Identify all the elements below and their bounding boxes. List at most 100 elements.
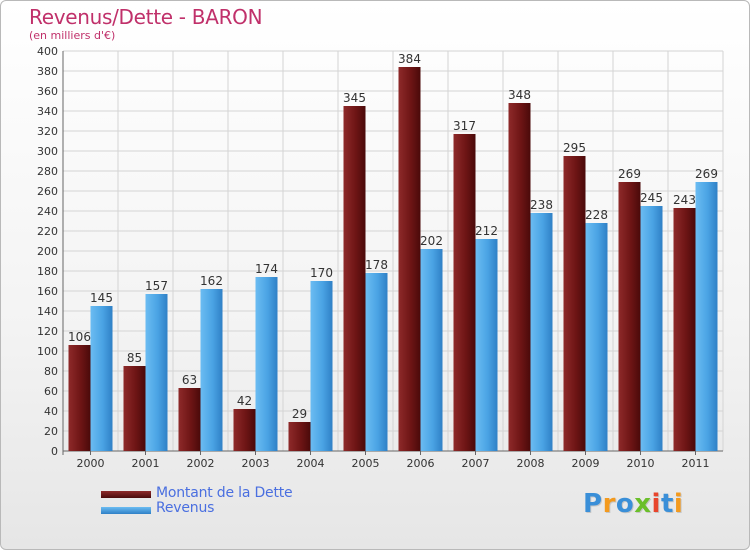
legend-label-revenus: Revenus [156, 500, 215, 516]
y-tick-label: 300 [37, 145, 58, 158]
data-label: 243 [673, 193, 696, 207]
y-tick-label: 40 [44, 405, 58, 418]
data-label: 269 [695, 167, 718, 181]
chart-subtitle: (en milliers d'€) [29, 29, 116, 42]
bar-revenus [640, 206, 663, 451]
y-tick-label: 100 [37, 345, 58, 358]
logo-letter: P [583, 489, 603, 519]
bar-dette [563, 156, 586, 451]
x-tick-label: 2006 [407, 457, 435, 470]
bar-revenus [585, 223, 608, 451]
y-tick-label: 60 [44, 385, 58, 398]
data-label: 269 [618, 167, 641, 181]
bar-revenus [475, 239, 498, 451]
data-label: 162 [200, 274, 223, 288]
x-tick-label: 2004 [297, 457, 325, 470]
legend-swatch-dette [101, 491, 151, 498]
data-label: 106 [68, 330, 91, 344]
data-label: 85 [127, 351, 142, 365]
bar-revenus [365, 273, 388, 451]
bar-revenus [90, 306, 113, 451]
y-tick-label: 140 [37, 305, 58, 318]
x-tick-label: 2005 [352, 457, 380, 470]
proxiti-logo: Proxiti [583, 489, 683, 519]
legend-swatch-revenus [101, 507, 151, 514]
data-label: 178 [365, 258, 388, 272]
data-label: 63 [182, 373, 197, 387]
bar-revenus [420, 249, 443, 451]
x-tick-label: 2009 [572, 457, 600, 470]
logo-letter: r [602, 489, 616, 519]
logo-letter: o [615, 489, 635, 519]
y-tick-label: 260 [37, 185, 58, 198]
data-label: 29 [292, 407, 307, 421]
y-tick-label: 20 [44, 425, 58, 438]
x-tick-label: 2002 [187, 457, 215, 470]
y-tick-label: 120 [37, 325, 58, 338]
bars [68, 67, 718, 451]
x-tick-label: 2011 [682, 457, 710, 470]
y-tick-label: 220 [37, 225, 58, 238]
logo-letter: i [651, 489, 661, 519]
bar-dette [508, 103, 531, 451]
bar-dette [453, 134, 476, 451]
bar-dette [398, 67, 421, 451]
data-label: 348 [508, 88, 531, 102]
logo-letter: x [634, 489, 652, 519]
bar-revenus [255, 277, 278, 451]
logo-letter: i [673, 489, 684, 519]
axes: 0 20 40 60 80 100 120 140 160 180 200 220 240 260 280 3… [37, 45, 723, 470]
data-label: 384 [398, 52, 421, 66]
bar-dette [123, 366, 146, 451]
bar-dette [178, 388, 201, 451]
data-label: 228 [585, 208, 608, 222]
y-tick-label: 380 [37, 65, 58, 78]
y-tick-label: 160 [37, 285, 58, 298]
bar-dette [343, 106, 366, 451]
legend-label-dette: Montant de la Dette [156, 485, 293, 501]
y-tick-label: 400 [37, 45, 58, 58]
data-label: 238 [530, 198, 553, 212]
x-tick-label: 2000 [77, 457, 105, 470]
data-label: 317 [453, 119, 476, 133]
y-tick-label: 340 [37, 105, 58, 118]
bar-revenus [530, 213, 553, 451]
bar-dette [673, 208, 696, 451]
y-tick-label: 280 [37, 165, 58, 178]
bar-revenus [310, 281, 333, 451]
bar-revenus [145, 294, 168, 451]
data-label: 245 [640, 191, 663, 205]
data-label: 202 [420, 234, 443, 248]
data-label: 295 [563, 141, 586, 155]
bar-dette [288, 422, 311, 451]
x-tick-label: 2001 [132, 457, 160, 470]
bar-dette [618, 182, 641, 451]
data-label: 145 [90, 291, 113, 305]
y-tick-label: 200 [37, 245, 58, 258]
data-label: 174 [255, 262, 278, 276]
x-tick-label: 2003 [242, 457, 270, 470]
data-label: 170 [310, 266, 333, 280]
y-tick-label: 360 [37, 85, 58, 98]
y-tick-label: 0 [51, 445, 58, 458]
data-labels: 106 85 63 42 29 345 384 317 348 295 269 243 145 157 16… [68, 52, 718, 421]
data-label: 345 [343, 91, 366, 105]
logo-letter: t [660, 489, 674, 519]
y-tick-label: 320 [37, 125, 58, 138]
data-label: 157 [145, 279, 168, 293]
y-tick-label: 180 [37, 265, 58, 278]
bar-revenus [200, 289, 223, 451]
chart-title: Revenus/Dette - BARON [29, 5, 263, 29]
y-tick-label: 240 [37, 205, 58, 218]
y-tick-label: 80 [44, 365, 58, 378]
bar-revenus [695, 182, 718, 451]
x-tick-label: 2010 [627, 457, 655, 470]
x-tick-label: 2008 [517, 457, 545, 470]
bar-dette [233, 409, 256, 451]
x-tick-label: 2007 [462, 457, 490, 470]
data-label: 42 [237, 394, 252, 408]
bar-dette [68, 345, 91, 451]
data-label: 212 [475, 224, 498, 238]
